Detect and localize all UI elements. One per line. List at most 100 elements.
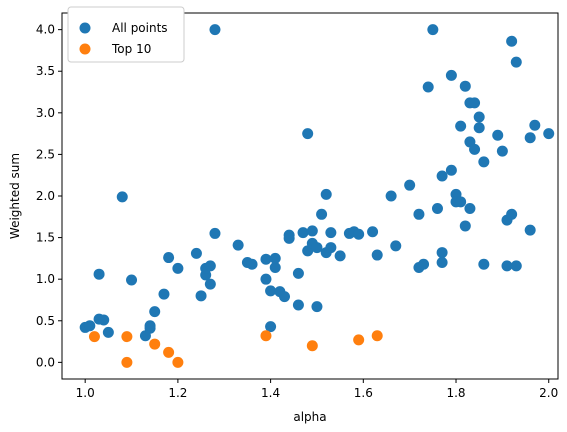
data-point-all-points <box>459 80 471 92</box>
legend-box <box>67 6 185 63</box>
x-tick-label: 1.6 <box>354 386 373 400</box>
data-point-all-points <box>413 208 425 220</box>
y-tick-label: 4.0 <box>36 23 55 37</box>
data-point-all-points <box>478 258 490 270</box>
data-point-all-points <box>353 228 365 240</box>
data-point-all-points <box>144 320 156 332</box>
data-point-all-points <box>524 224 536 236</box>
data-point-all-points <box>269 262 281 274</box>
data-point-all-points <box>501 260 513 272</box>
data-point-all-points <box>492 129 504 141</box>
x-tick-label: 1.2 <box>168 386 187 400</box>
data-point-all-points <box>422 81 434 93</box>
data-point-all-points <box>84 320 96 332</box>
data-point-all-points <box>325 227 337 239</box>
data-point-all-points <box>510 260 522 272</box>
data-point-top-10 <box>306 340 318 352</box>
data-point-all-points <box>436 247 448 259</box>
y-tick-label: 2.0 <box>36 189 55 203</box>
data-point-all-points <box>93 268 105 280</box>
data-point-all-points <box>232 239 244 251</box>
data-point-top-10 <box>353 334 365 346</box>
data-point-top-10 <box>371 330 383 342</box>
y-tick-label: 0.0 <box>36 355 55 369</box>
y-tick-label: 1.0 <box>36 272 55 286</box>
data-point-all-points <box>316 208 328 220</box>
data-point-all-points <box>163 252 175 264</box>
data-point-all-points <box>418 258 430 270</box>
data-point-all-points <box>404 179 416 191</box>
data-point-all-points <box>496 145 508 157</box>
data-point-all-points <box>311 301 323 313</box>
data-point-all-points <box>371 249 383 261</box>
data-point-all-points <box>292 299 304 311</box>
legend-marker-top-10 <box>79 43 91 55</box>
data-point-all-points <box>436 170 448 182</box>
data-point-all-points <box>469 143 481 155</box>
points-layer <box>79 24 555 368</box>
data-point-all-points <box>172 262 184 274</box>
data-point-all-points <box>445 69 457 81</box>
x-tick-label: 1.8 <box>446 386 465 400</box>
data-point-all-points <box>204 278 216 290</box>
data-point-all-points <box>325 242 337 254</box>
data-point-all-points <box>455 120 467 132</box>
data-point-all-points <box>506 35 518 47</box>
data-point-all-points <box>367 226 379 238</box>
legend-label-all-points: All points <box>112 21 168 35</box>
data-point-all-points <box>506 208 518 220</box>
data-point-all-points <box>209 227 221 239</box>
data-point-top-10 <box>172 356 184 368</box>
x-tick-label: 1.4 <box>261 386 280 400</box>
data-point-all-points <box>149 306 161 318</box>
x-axis-label: alpha <box>293 410 326 424</box>
legend-label-top-10: Top 10 <box>111 42 151 56</box>
ticks-layer: 1.0 1.2 1.4 1.6 1.8 2.0 0.0 0.5 1.0 1.5 2.0 2.5 3.0 3… <box>36 23 558 400</box>
data-point-all-points <box>427 24 439 36</box>
data-point-top-10 <box>88 331 100 343</box>
data-point-all-points <box>478 156 490 168</box>
y-tick-label: 3.0 <box>36 106 55 120</box>
legend: All points Top 10 <box>67 6 185 63</box>
legend-marker-all-points <box>79 22 91 34</box>
data-point-all-points <box>385 190 397 202</box>
y-tick-label: 2.5 <box>36 147 55 161</box>
data-point-all-points <box>209 24 221 36</box>
data-point-all-points <box>190 247 202 259</box>
data-point-all-points <box>302 128 314 140</box>
data-point-all-points <box>265 321 277 333</box>
data-point-all-points <box>297 227 309 239</box>
data-point-all-points <box>158 288 170 300</box>
y-tick-label: 1.5 <box>36 231 55 245</box>
data-point-all-points <box>260 253 272 265</box>
data-point-all-points <box>459 220 471 232</box>
x-tick-label: 1.0 <box>76 386 95 400</box>
data-point-top-10 <box>260 330 272 342</box>
data-point-all-points <box>473 122 485 134</box>
data-point-all-points <box>311 242 323 254</box>
data-point-all-points <box>455 196 467 208</box>
data-point-all-points <box>306 225 318 237</box>
y-tick-label: 3.5 <box>36 64 55 78</box>
data-point-all-points <box>543 128 555 140</box>
data-point-all-points <box>473 111 485 123</box>
data-point-all-points <box>260 273 272 285</box>
data-point-all-points <box>524 132 536 144</box>
data-point-all-points <box>126 274 138 286</box>
data-point-all-points <box>102 326 114 338</box>
data-point-all-points <box>292 267 304 279</box>
data-point-top-10 <box>121 331 133 343</box>
data-point-all-points <box>445 164 457 176</box>
data-point-all-points <box>265 285 277 297</box>
data-point-all-points <box>334 250 346 262</box>
data-point-top-10 <box>121 356 133 368</box>
data-point-all-points <box>320 188 332 200</box>
data-point-all-points <box>436 257 448 269</box>
data-point-all-points <box>283 232 295 244</box>
data-point-all-points <box>204 260 216 272</box>
x-tick-label: 2.0 <box>539 386 558 400</box>
data-point-all-points <box>510 56 522 68</box>
data-point-all-points <box>98 314 110 326</box>
data-point-all-points <box>529 119 541 131</box>
